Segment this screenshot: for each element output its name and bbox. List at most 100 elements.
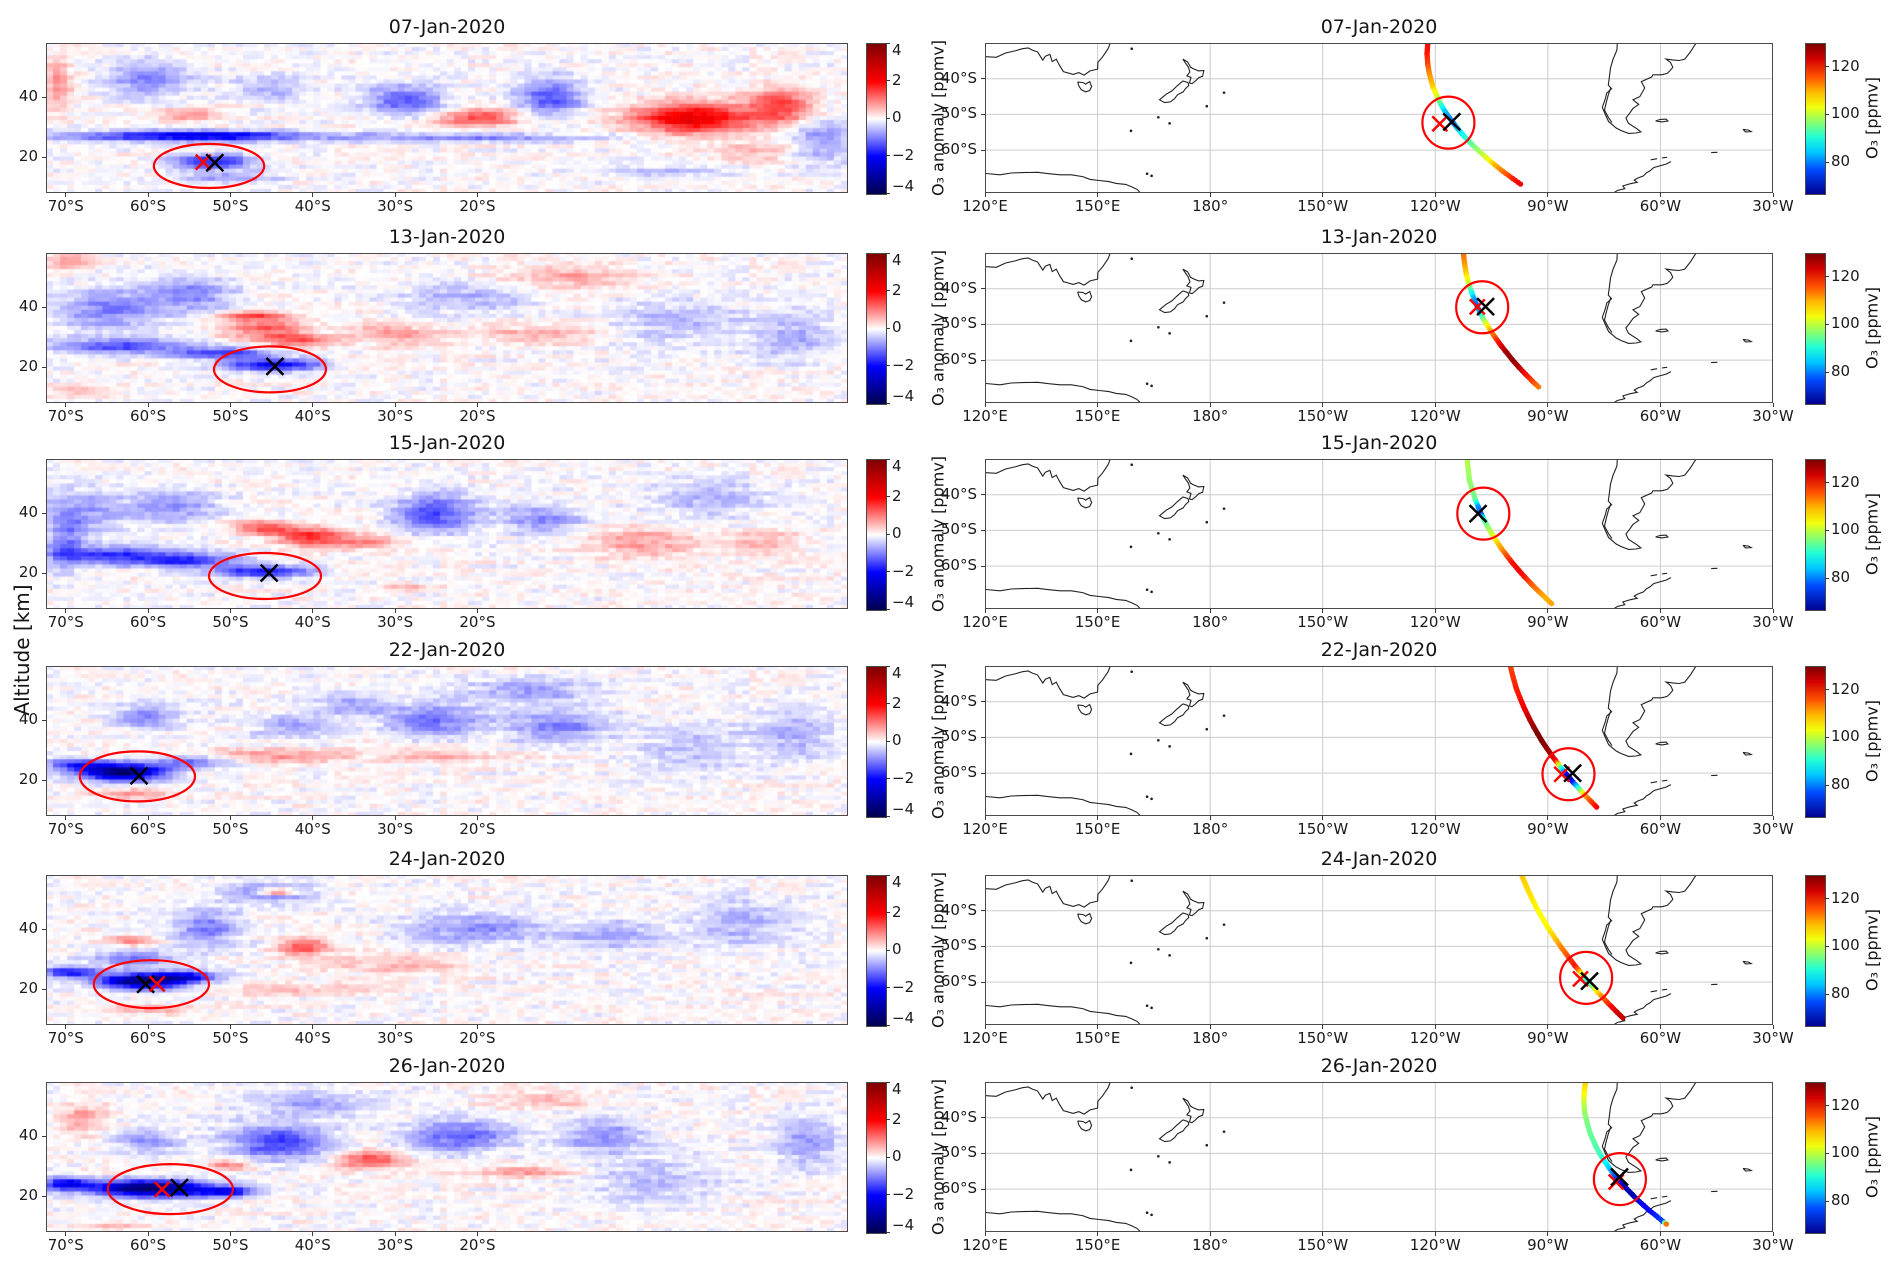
o3-colorbar [1805,875,1826,1027]
y-tick-label: 40 [18,87,38,105]
y-tick-label: 40 [18,297,38,315]
anomaly-field-canvas [46,43,848,193]
x-tick-label: 60°S [130,820,167,838]
map-y-tick-label: 40°S [940,68,977,87]
map-x-tick-mark [1209,816,1211,820]
cross-section-overlay [46,253,848,403]
cb-tick-label: 80 [1831,1191,1851,1210]
map-x-tick-label: 60°W [1639,613,1682,631]
map-x-tick-label: 150°E [1074,197,1121,215]
o3-colorbar [1805,253,1826,405]
cb-tick-mark [886,533,890,535]
anomaly-colorbar [866,666,887,818]
cb-tick-mark [886,665,890,667]
anomaly-field-canvas [46,875,848,1025]
map-title: 22-Jan-2020 [1320,639,1438,661]
map-y-tick-label: 50°S [940,104,977,123]
cb-tick-mark [886,1081,890,1083]
x-tick-mark [394,609,396,613]
x-tick-mark [476,1232,478,1236]
x-tick-label: 60°S [130,407,167,425]
y-tick-label: 20 [18,1186,38,1204]
map-y-tick-label: 60°S [940,556,977,575]
cb-tick-mark [886,365,890,366]
cb-tick-label: 120 [1831,679,1860,698]
cb-tick-label: 100 [1831,314,1860,333]
cb-tick-mark [886,252,890,254]
cb-tick-mark [1825,482,1829,484]
cb-tick-label: 120 [1831,266,1860,285]
cb-tick-label: 4 [892,457,902,475]
cb-tick-mark [886,949,890,951]
cb-tick-mark [886,327,890,329]
y-tick-label: 40 [18,919,38,937]
map-x-tick-label: 180° [1192,820,1229,838]
cb-tick-mark [886,815,890,817]
x-tick-label: 60°S [130,197,167,215]
map-x-tick-mark [1547,609,1549,613]
y-tick-mark [42,1195,46,1197]
map-x-tick-label: 180° [1192,613,1229,631]
x-tick-label: 40°S [294,1029,331,1047]
map-x-tick-mark [1434,1232,1436,1236]
map-x-tick-mark [1097,193,1099,197]
x-tick-label: 20°S [459,820,496,838]
map-panel [985,875,1773,1025]
x-tick-mark [229,609,231,613]
map-x-tick-label: 150°W [1297,407,1349,425]
map-y-tick-label: 60°S [940,763,977,782]
map-x-tick-label: 90°W [1527,1236,1569,1254]
map-title: 13-Jan-2020 [1320,226,1438,248]
cb-tick-mark [886,42,890,44]
map-x-tick-mark [1772,193,1774,197]
map-x-tick-mark [1434,193,1436,197]
x-tick-mark [229,403,231,407]
cb-tick-label: 120 [1831,56,1860,75]
cb-tick-mark [886,740,890,742]
x-tick-mark [147,1232,149,1236]
map-y-tick-label: 60°S [940,140,977,159]
x-tick-label: 50°S [212,820,249,838]
map-x-tick-mark [1547,403,1549,407]
map-x-tick-label: 150°E [1074,407,1121,425]
y-tick-mark [42,928,46,930]
x-tick-mark [394,403,396,407]
cb-tick-label: 100 [1831,520,1860,539]
map-x-tick-label: 180° [1192,407,1229,425]
map-x-tick-mark [1547,1025,1549,1029]
cb-tick-mark [886,402,890,404]
x-tick-label: 50°S [212,1029,249,1047]
map-x-tick-mark [1659,609,1661,613]
cb-tick-mark [886,608,890,610]
cb-tick-label: −4 [892,593,915,611]
anomaly-field-canvas [46,666,848,816]
x-tick-label: 30°S [377,197,414,215]
cross-section-title: 15-Jan-2020 [388,432,506,454]
cb-tick-mark [1825,66,1829,68]
cb-tick-mark [886,1024,890,1026]
map-x-tick-label: 30°W [1752,197,1794,215]
x-tick-mark [147,1025,149,1029]
map-x-tick-label: 120°W [1409,820,1461,838]
cb-tick-mark [886,1119,890,1120]
cb-tick-label: 2 [892,1109,902,1128]
cross-section-overlay [46,666,848,816]
y-tick-mark [42,96,46,98]
cb-tick-label: 4 [892,41,902,59]
x-tick-mark [312,1025,314,1029]
x-tick-label: 40°S [294,820,331,838]
map-y-tick-mark [981,529,985,531]
x-tick-mark [147,609,149,613]
map-y-tick-mark [981,1152,985,1154]
cb-tick-label: 4 [892,873,902,891]
x-tick-label: 40°S [294,1236,331,1254]
x-tick-mark [229,193,231,197]
cb-tick-mark [1825,1105,1829,1107]
map-x-tick-label: 150°E [1074,1029,1121,1047]
map-x-tick-label: 120°W [1409,613,1461,631]
map-x-tick-mark [1772,403,1774,407]
map-y-tick-label: 50°S [940,1143,977,1162]
map-x-tick-mark [1322,193,1324,197]
map-x-tick-mark [1209,1025,1211,1029]
